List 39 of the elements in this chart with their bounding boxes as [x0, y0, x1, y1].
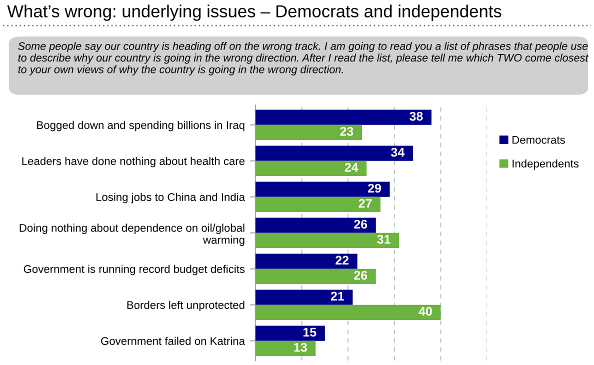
bar [255, 340, 316, 356]
text: Some people say our country is heading off on the wrong track. I am going to read you a list of phrases that people use to describe why our country is going in the wrong direction. After I read the list, please tell me which TWO come closest to your own views of why the country is going in the wrong direction. [18, 42, 589, 76]
bar [255, 182, 390, 197]
bar [255, 146, 413, 161]
bar [255, 218, 376, 233]
chart-title: What’s wrong: underlying issues – Democrats and independents [7, 4, 502, 21]
data-label: 22 [336, 256, 349, 265]
bar [255, 196, 381, 212]
data-label: 13 [294, 342, 307, 352]
bar [255, 290, 353, 305]
y-tick-label: Leaders have done nothing about health care [22, 156, 245, 168]
y-tick-label: Doing nothing about dependence on oil/global warming [20, 224, 244, 246]
data-label: 31 [377, 234, 390, 244]
bar [255, 326, 325, 341]
data-label: 26 [354, 270, 368, 280]
y-tick-label: Government failed on Katrina [101, 336, 246, 345]
bar [255, 124, 362, 140]
data-label: 23 [340, 126, 354, 136]
data-label: 15 [303, 328, 316, 337]
bar [255, 110, 432, 125]
data-label: 40 [418, 306, 432, 316]
y-tick-label: Government is running record budget deficits [24, 264, 245, 276]
data-label: 38 [410, 112, 423, 121]
y-tick-label: Borders left unprotected [127, 300, 244, 312]
bar [255, 160, 367, 176]
y-tick-label: Losing jobs to China and India [96, 192, 246, 204]
bar [255, 304, 441, 320]
bar [255, 268, 376, 284]
bar [255, 232, 400, 248]
y-tick-label: Bogged down and spending billions in Iraq [37, 120, 244, 132]
data-label: 21 [330, 292, 344, 301]
bar [255, 254, 358, 269]
data-label: 34 [391, 148, 405, 157]
legend-label: Independents [512, 159, 579, 170]
data-label: 24 [344, 162, 358, 172]
legend-label: Democrats [512, 136, 565, 144]
data-label: 29 [368, 184, 381, 193]
data-label: 26 [354, 220, 368, 229]
data-label: 27 [358, 198, 372, 208]
